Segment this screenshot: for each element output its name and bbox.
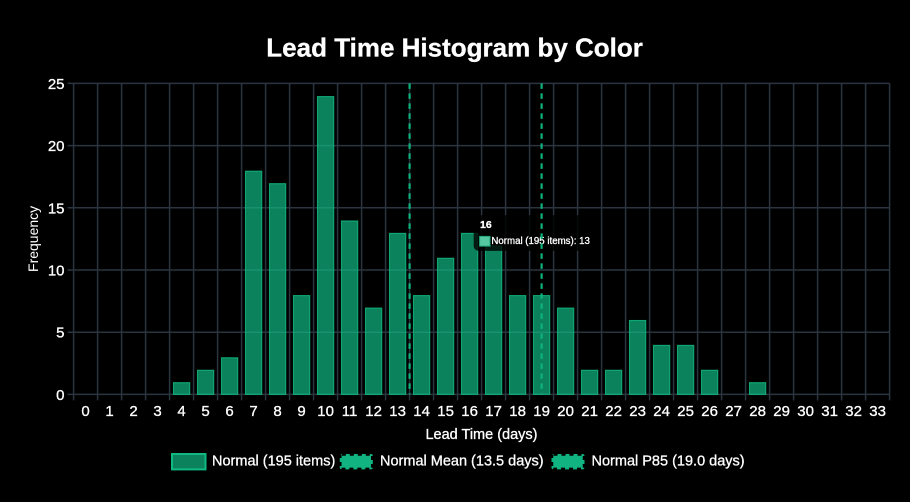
svg-text:10: 10 [48, 263, 65, 280]
svg-text:14: 14 [413, 403, 430, 420]
svg-text:23: 23 [629, 403, 646, 420]
svg-text:25: 25 [677, 403, 694, 420]
svg-text:Frequency: Frequency [25, 206, 41, 272]
svg-text:25: 25 [48, 76, 65, 93]
svg-text:28: 28 [749, 403, 766, 420]
svg-text:12: 12 [365, 403, 382, 420]
svg-text:Normal Mean (13.5 days): Normal Mean (13.5 days) [380, 453, 544, 469]
svg-text:6: 6 [225, 403, 233, 420]
svg-text:22: 22 [605, 403, 622, 420]
svg-text:20: 20 [557, 403, 574, 420]
svg-text:31: 31 [821, 403, 838, 420]
svg-text:0: 0 [81, 403, 89, 420]
svg-text:11: 11 [342, 403, 358, 420]
svg-text:15: 15 [48, 200, 65, 217]
svg-text:24: 24 [653, 403, 670, 420]
svg-text:Lead Time Histogram by Color: Lead Time Histogram by Color [266, 33, 643, 63]
svg-text:16: 16 [480, 219, 492, 231]
svg-text:17: 17 [485, 403, 502, 420]
svg-text:10: 10 [317, 403, 334, 420]
svg-text:5: 5 [201, 403, 209, 420]
svg-text:0: 0 [56, 387, 64, 404]
svg-text:4: 4 [177, 403, 185, 420]
svg-text:8: 8 [273, 403, 281, 420]
svg-text:1: 1 [105, 403, 113, 420]
svg-text:7: 7 [249, 403, 257, 420]
svg-text:13: 13 [389, 403, 406, 420]
svg-text:16: 16 [461, 403, 478, 420]
svg-text:Normal P85 (19.0 days): Normal P85 (19.0 days) [592, 453, 745, 469]
svg-text:33: 33 [869, 403, 886, 420]
svg-text:2: 2 [129, 403, 137, 420]
svg-text:18: 18 [509, 403, 526, 420]
svg-text:21: 21 [581, 403, 598, 420]
svg-text:5: 5 [56, 325, 64, 342]
svg-text:15: 15 [437, 403, 454, 420]
svg-text:30: 30 [797, 403, 814, 420]
svg-text:27: 27 [725, 403, 742, 420]
svg-text:9: 9 [297, 403, 305, 420]
svg-text:3: 3 [153, 403, 161, 420]
svg-text:Normal (195 items): 13: Normal (195 items): 13 [491, 236, 590, 247]
svg-text:19: 19 [533, 403, 550, 420]
svg-text:26: 26 [701, 403, 718, 420]
svg-text:29: 29 [773, 403, 790, 420]
svg-text:20: 20 [48, 138, 65, 155]
svg-text:32: 32 [845, 403, 862, 420]
svg-text:Lead Time (days): Lead Time (days) [425, 427, 537, 443]
svg-text:Normal (195 items): Normal (195 items) [212, 453, 335, 469]
